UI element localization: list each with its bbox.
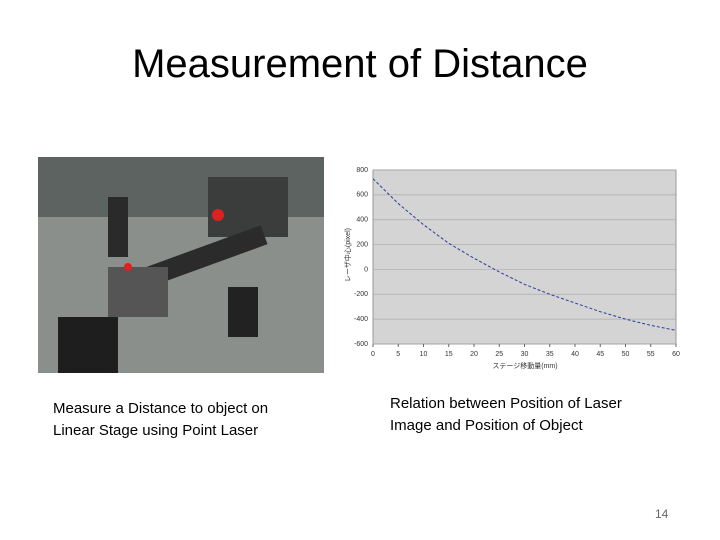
chart: レーザ中心(pixel) ステージ移動量(mm) -600 -400 -200 0 20… (343, 167, 680, 370)
x-tick-label: 0 (371, 351, 375, 358)
x-tick-label: 40 (571, 351, 579, 358)
photo (38, 157, 324, 373)
x-tick-label: 35 (546, 351, 554, 358)
y-axis-label: レーザ中心(pixel) (343, 228, 352, 282)
x-tick-label: 55 (647, 351, 655, 358)
x-axis-label: ステージ移動量(mm) (492, 361, 557, 370)
slide-title: Measurement of Distance (132, 42, 588, 86)
data-line (372, 178, 677, 331)
y-tick-label: -200 (354, 291, 368, 298)
x-tick-label: 15 (445, 351, 453, 358)
x-tick-label: 45 (596, 351, 604, 358)
y-tick-label: -400 (354, 316, 368, 323)
page-number: 14 (655, 507, 669, 521)
x-tick-label: 25 (495, 351, 503, 358)
y-tick-label: 200 (356, 241, 368, 248)
x-tick-label: 60 (672, 351, 680, 358)
x-tick-label: 50 (622, 351, 630, 358)
x-tick-label: 10 (420, 351, 428, 358)
x-tick-label: 30 (521, 351, 529, 358)
y-tick-label: 800 (356, 167, 368, 174)
y-tick-label: 0 (364, 266, 368, 273)
y-tick-label: 400 (356, 217, 368, 224)
x-tick-label: 20 (470, 351, 478, 358)
chart-caption: Relation between Position of Laser Image… (390, 395, 622, 434)
y-tick-label: 600 (356, 192, 368, 199)
y-tick-label: -600 (354, 341, 368, 348)
photo-caption: Measure a Distance to object on Linear S… (53, 400, 269, 439)
x-tick-label: 5 (396, 351, 400, 358)
plot-area (372, 169, 677, 345)
